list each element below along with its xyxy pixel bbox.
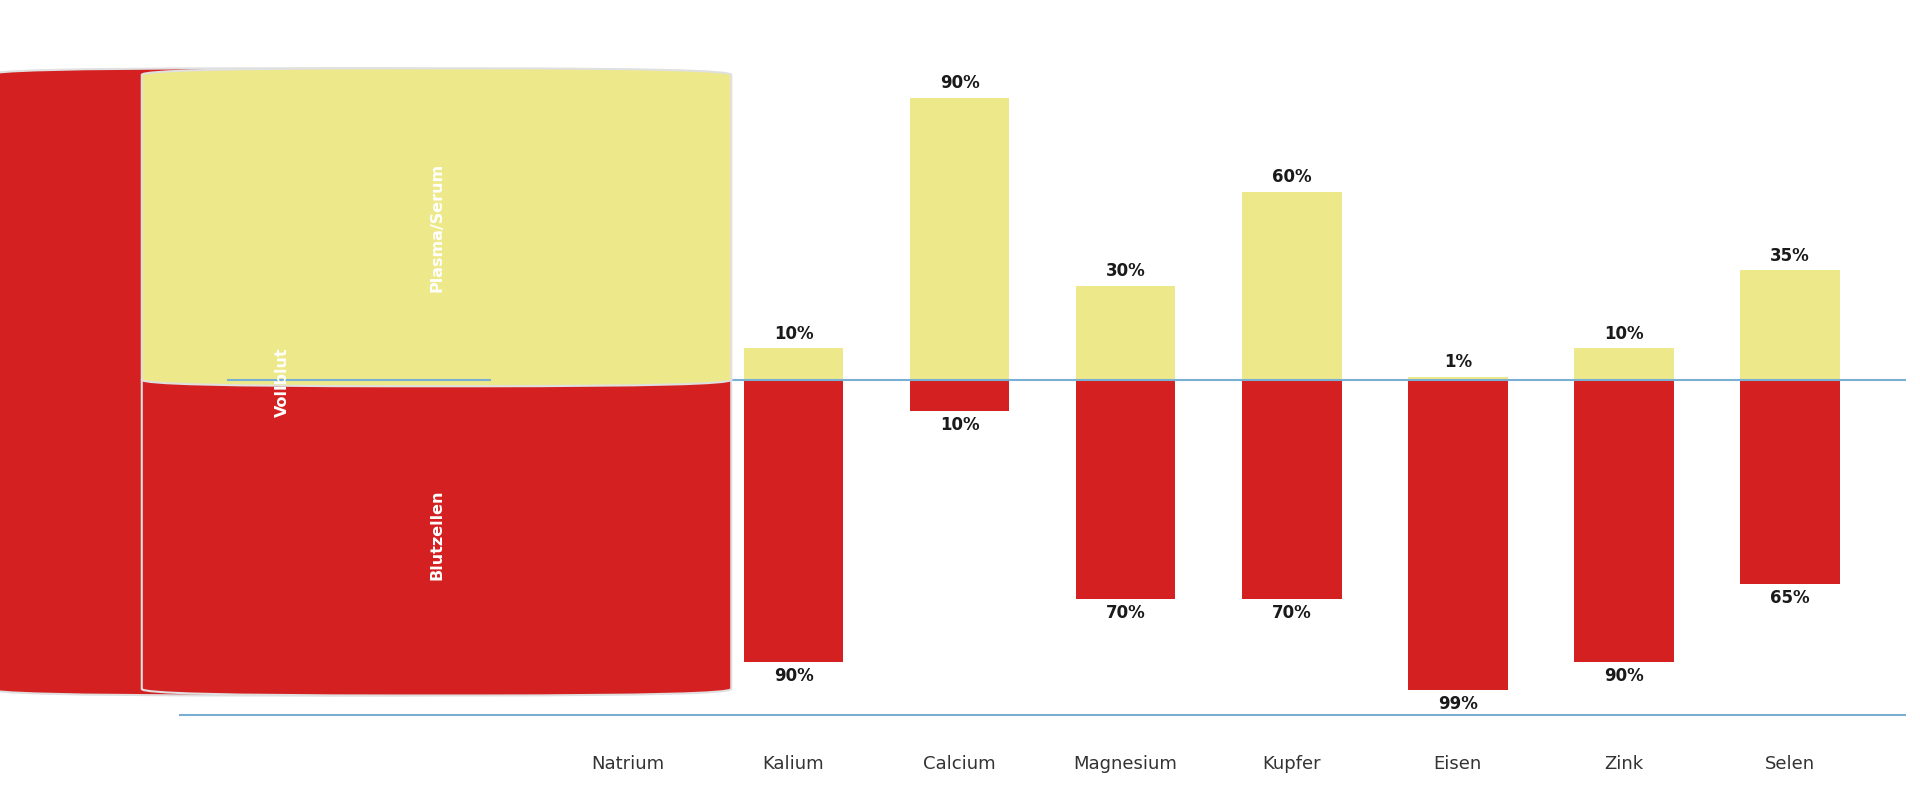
Bar xyxy=(1574,349,1674,380)
Bar xyxy=(1740,380,1839,584)
Text: 70%: 70% xyxy=(1106,604,1146,623)
Text: 60%: 60% xyxy=(1271,168,1311,187)
Bar xyxy=(910,98,1010,380)
Text: Vollblut: Vollblut xyxy=(275,347,290,417)
Bar xyxy=(1740,270,1839,380)
Text: 10%: 10% xyxy=(1603,325,1644,343)
Text: Blutzellen: Blutzellen xyxy=(428,489,444,579)
Text: 65%: 65% xyxy=(1770,589,1811,607)
FancyBboxPatch shape xyxy=(142,373,732,696)
Bar xyxy=(1407,380,1507,690)
Text: Plasma/Serum: Plasma/Serum xyxy=(428,163,444,292)
Bar xyxy=(407,362,465,380)
Bar xyxy=(1075,380,1175,599)
Text: 10%: 10% xyxy=(607,416,647,434)
Text: 90%: 90% xyxy=(1603,667,1644,685)
Text: 10%: 10% xyxy=(939,416,979,434)
Bar xyxy=(1407,377,1507,380)
Bar xyxy=(1574,380,1674,662)
Bar xyxy=(1075,286,1175,380)
Bar xyxy=(910,380,1010,411)
Bar xyxy=(1242,380,1342,599)
Bar xyxy=(578,98,678,380)
FancyBboxPatch shape xyxy=(0,68,576,696)
Bar xyxy=(1242,191,1342,380)
Text: 35%: 35% xyxy=(1770,247,1811,264)
Text: 10%: 10% xyxy=(774,325,814,343)
FancyBboxPatch shape xyxy=(142,68,732,386)
Bar xyxy=(407,367,465,393)
Text: 70%: 70% xyxy=(1271,604,1311,623)
Bar xyxy=(743,349,843,380)
Bar xyxy=(743,380,843,662)
Text: 90%: 90% xyxy=(774,667,814,685)
Text: 30%: 30% xyxy=(1106,262,1146,280)
Text: 90%: 90% xyxy=(939,74,979,92)
Bar xyxy=(578,380,678,411)
Text: 99%: 99% xyxy=(1438,696,1478,713)
Text: 1%: 1% xyxy=(1444,353,1473,371)
Text: 90%: 90% xyxy=(607,74,647,92)
